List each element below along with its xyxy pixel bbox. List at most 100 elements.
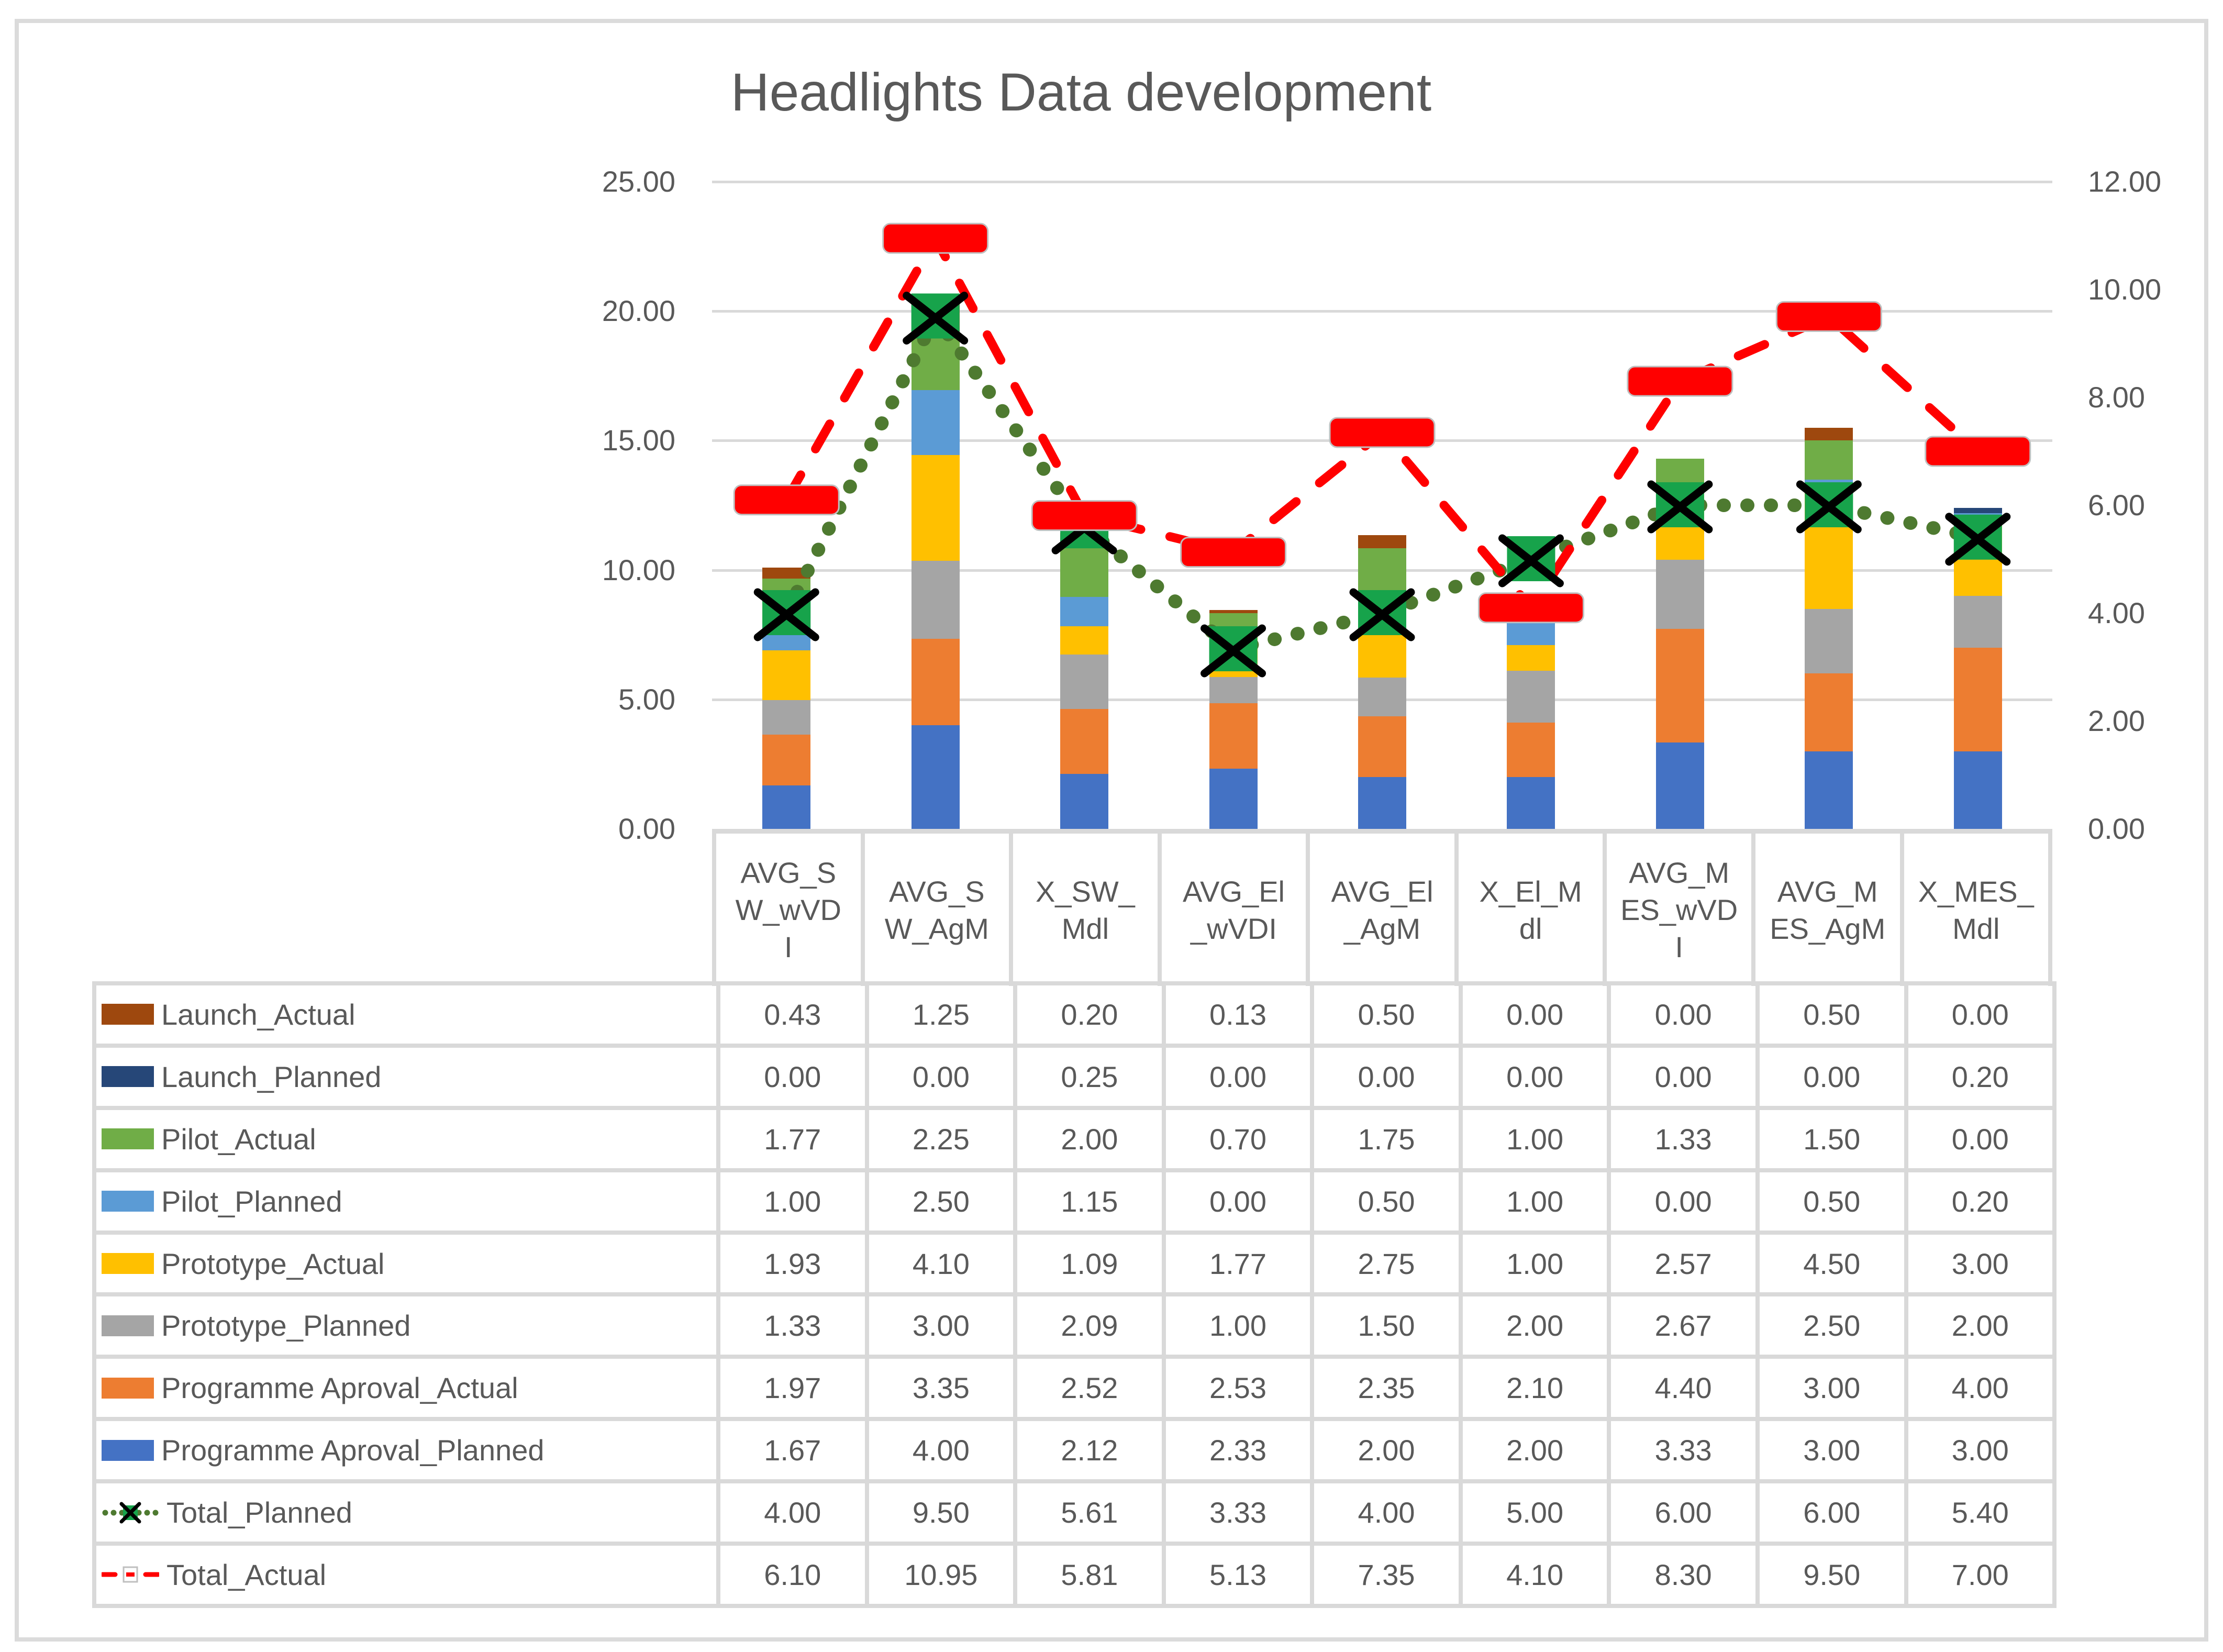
bar-segment-programme_aproval_actual <box>1358 716 1406 778</box>
bar-segment-pilot_actual <box>1060 545 1109 597</box>
value-cell: 0.00 <box>1904 1110 2057 1168</box>
gridline <box>712 181 2052 183</box>
series-label: Pilot_Actual <box>161 1122 316 1156</box>
value-cell: 3.35 <box>864 1359 1014 1417</box>
value-cell: 1.93 <box>716 1234 865 1293</box>
total-planned-marker-x <box>1796 480 1862 534</box>
category-header-cell: X_MES_ Mdl <box>1899 834 2053 986</box>
bar-segment-prototype_actual <box>1060 626 1109 655</box>
legend-key-rect <box>102 1377 154 1399</box>
value-cell: 2.10 <box>1458 1359 1607 1417</box>
value-cell: 1.15 <box>1013 1172 1162 1230</box>
y-axis-right-tick-label: 12.00 <box>2088 165 2162 198</box>
legend-cell: Total_Planned <box>96 1483 716 1542</box>
value-cell: 0.00 <box>1755 1047 1904 1106</box>
value-cell: 1.77 <box>1161 1234 1310 1293</box>
legend-key-dashed-line <box>102 1566 159 1583</box>
bar-segment-pilot_actual <box>1358 548 1406 594</box>
value-cell: 1.75 <box>1310 1110 1459 1168</box>
total-planned-marker-x <box>1945 513 2011 566</box>
value-cell: 1.77 <box>716 1110 865 1168</box>
bar-segment-prototype_planned <box>1209 677 1258 703</box>
bar-segment-prototype_planned <box>1507 671 1555 723</box>
category-header-cell: AVG_M ES_wVD I <box>1603 834 1751 986</box>
value-cell: 2.50 <box>864 1172 1014 1230</box>
legend-key-rect <box>102 1191 154 1212</box>
series-label: Pilot_Planned <box>161 1184 342 1218</box>
value-cell: 3.00 <box>1904 1421 2057 1480</box>
bar-segment-launch_planned <box>1953 507 2002 513</box>
value-cell: 0.00 <box>864 1047 1014 1106</box>
table-row-total_actual: Total_Actual 6.10 10.95 5.81 5.13 7.35 4.10 8.3… <box>96 1542 2057 1604</box>
value-cell: 0.43 <box>716 985 865 1044</box>
bar-segment-prototype_planned <box>762 700 811 735</box>
bar-segment-programme_aproval_planned <box>1209 768 1258 829</box>
value-cell: 0.00 <box>1161 1047 1310 1106</box>
value-cell: 1.09 <box>1013 1234 1162 1293</box>
value-cell: 0.13 <box>1161 985 1310 1044</box>
bar-segment-pilot_planned <box>911 390 960 455</box>
value-cell: 2.00 <box>1458 1296 1607 1355</box>
bar-segment-programme_aproval_planned <box>1953 751 2002 829</box>
value-cell: 6.10 <box>716 1546 865 1604</box>
bar-segment-programme_aproval_actual <box>762 735 811 786</box>
legend-cell: Prototype_Planned <box>96 1296 716 1355</box>
legend-key-rect <box>102 1253 154 1274</box>
category-header-cell: AVG_S W_wVD I <box>712 834 861 986</box>
value-cell: 9.50 <box>1755 1546 1904 1604</box>
bar-segment-programme_aproval_planned <box>762 785 811 829</box>
category-header-cell: AVG_M ES_AgM <box>1751 834 1900 986</box>
value-cell: 4.10 <box>1458 1546 1607 1604</box>
table-row-launch_actual: Launch_Actual 0.43 1.25 0.20 0.13 0.50 0.00 0.0… <box>96 981 2057 1044</box>
y-axis-left-tick-label: 10.00 <box>602 553 675 586</box>
category-header-cell: AVG_El _AgM <box>1306 834 1454 986</box>
table-row-pilot_planned: Pilot_Planned 1.00 2.50 1.15 0.00 0.50 1.00 0.0… <box>96 1168 2057 1230</box>
y-axis-right-tick-label: 4.00 <box>2088 596 2145 629</box>
value-cell: 2.52 <box>1013 1359 1162 1417</box>
table-row-launch_planned: Launch_Planned 0.00 0.00 0.25 0.00 0.00 0.00 0.… <box>96 1043 2057 1106</box>
value-cell: 1.50 <box>1755 1110 1904 1168</box>
bar-segment-programme_aproval_planned <box>911 725 960 829</box>
table-row-pilot_actual: Pilot_Actual 1.77 2.25 2.00 0.70 1.75 1.00 1.33… <box>96 1105 2057 1168</box>
series-label: Total_Actual <box>166 1558 327 1591</box>
value-cell: 0.20 <box>1904 1172 2057 1230</box>
legend-cell: Pilot_Planned <box>96 1172 716 1230</box>
series-label: Prototype_Actual <box>161 1247 385 1280</box>
value-cell: 1.00 <box>1458 1172 1607 1230</box>
value-cell: 0.00 <box>1607 985 1755 1044</box>
value-cell: 3.00 <box>1904 1234 2057 1293</box>
value-cell: 2.53 <box>1161 1359 1310 1417</box>
value-cell: 10.95 <box>864 1546 1014 1604</box>
series-label: Programme Aproval_Actual <box>161 1371 518 1405</box>
legend-cell: Launch_Actual <box>96 985 716 1044</box>
value-cell: 0.20 <box>1904 1047 2057 1106</box>
value-cell: 9.50 <box>864 1483 1014 1542</box>
value-cell: 0.70 <box>1161 1110 1310 1168</box>
bar-segment-prototype_actual <box>762 650 811 701</box>
value-cell: 1.00 <box>1161 1296 1310 1355</box>
bar-segment-programme_aproval_actual <box>911 638 960 726</box>
bar-segment-prototype_actual <box>911 454 960 561</box>
value-cell: 1.00 <box>1458 1234 1607 1293</box>
bar-segment-pilot_planned <box>1060 596 1109 627</box>
value-cell: 1.33 <box>1607 1110 1755 1168</box>
legend-key-rect <box>102 1066 154 1088</box>
bar-segment-programme_aproval_actual <box>1655 628 1704 743</box>
value-cell: 2.50 <box>1755 1296 1904 1355</box>
legend-key-rect <box>102 1439 154 1461</box>
value-cell: 0.00 <box>1607 1047 1755 1106</box>
value-cell: 1.00 <box>716 1172 865 1230</box>
y-axis-right-tick-label: 8.00 <box>2088 381 2145 414</box>
y-axis-left-tick-label: 0.00 <box>618 812 675 845</box>
value-cell: 3.00 <box>1755 1421 1904 1480</box>
category-axis-row: AVG_S W_wVD I AVG_S W_AgM X_SW_ Mdl AVG_El … <box>712 829 2053 986</box>
value-cell: 4.00 <box>716 1483 865 1542</box>
value-cell: 0.50 <box>1755 985 1904 1044</box>
legend-key-rect <box>102 1315 154 1336</box>
value-cell: 4.00 <box>864 1421 1014 1480</box>
bar-segment-programme_aproval_actual <box>1507 723 1555 778</box>
total-planned-marker-x <box>1349 588 1415 641</box>
value-cell: 2.09 <box>1013 1296 1162 1355</box>
bar-segment-pilot_planned <box>1507 619 1555 645</box>
